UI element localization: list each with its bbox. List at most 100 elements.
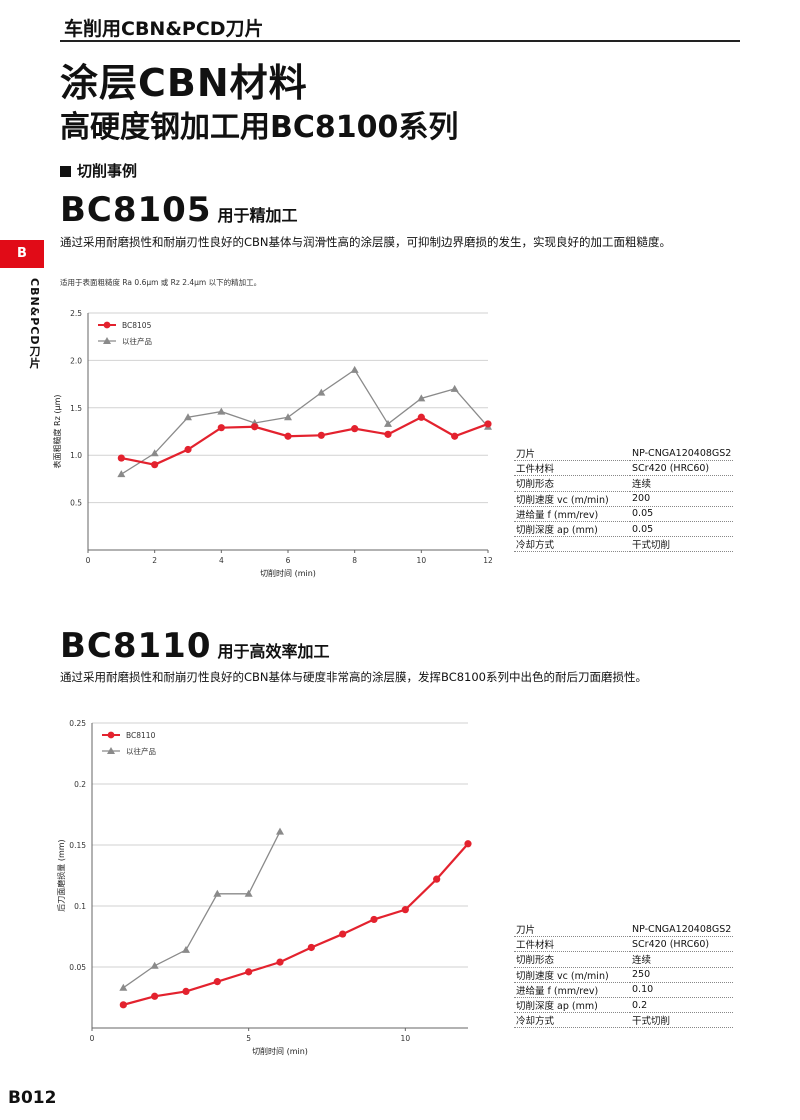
page-title: 涂层CBN材料: [60, 61, 308, 105]
spec-key: 切削深度 ap (mm): [514, 521, 630, 538]
spec-key: 进给量 f (mm/rev): [514, 506, 630, 522]
data-point: [182, 945, 190, 953]
data-point: [317, 388, 326, 396]
y-tick-label: 0.15: [69, 841, 86, 850]
data-point: [350, 365, 359, 373]
grade-subtitle: 用于高效率加工: [217, 642, 330, 661]
data-point: [276, 958, 284, 966]
grade-note: 适用于表面粗糙度 Ra 0.6μm 或 Rz 2.4μm 以下的精加工。: [60, 278, 262, 287]
x-tick-label: 5: [246, 1034, 251, 1043]
spec-key: 工件材料: [514, 936, 630, 953]
data-point: [184, 445, 192, 454]
header-category: 车削用CBN&PCD刀片: [64, 18, 264, 40]
spec-key: 切削速度 vc (m/min): [514, 491, 630, 507]
data-point: [276, 827, 284, 835]
data-point: [213, 978, 221, 986]
x-axis-label: 切削时间 (min): [260, 568, 316, 578]
spec-row: 工件材料 SCr420 (HRC60): [514, 460, 734, 477]
spec-row: 切削速度 vc (m/min) 250: [514, 967, 734, 983]
spec-key: 冷却方式: [514, 536, 630, 553]
x-tick-label: 4: [219, 556, 224, 565]
data-point: [150, 961, 159, 969]
side-tab: B: [0, 240, 44, 268]
x-tick-label: 0: [86, 556, 91, 565]
spec-row: 刀片 NP-CNGA120408GS2: [514, 922, 734, 938]
y-tick-label: 0.05: [69, 963, 86, 972]
spec-key: 切削速度 vc (m/min): [514, 967, 630, 983]
spec-key: 刀片: [514, 446, 630, 462]
grade-bc8105-heading: BC8105 用于精加工: [60, 190, 298, 230]
data-point: [150, 449, 159, 457]
data-point: [450, 384, 459, 392]
spec-row: 冷却方式 干式切削: [514, 1012, 734, 1029]
x-tick-label: 0: [90, 1034, 95, 1043]
x-axis-label: 切削时间 (min): [252, 1046, 308, 1056]
spec-row: 切削深度 ap (mm) 0.2: [514, 997, 734, 1014]
legend-marker: [103, 321, 111, 329]
spec-value: NP-CNGA120408GS2: [630, 446, 734, 462]
spec-value: NP-CNGA120408GS2: [630, 922, 734, 938]
flank-wear-chart: 0.05 0.1 0.15 0.2 0.25 0 5 10 切削时间 (min) 后刀面磨损量 (…: [56, 719, 472, 1056]
data-point: [284, 413, 292, 421]
spec-key: 冷却方式: [514, 1012, 630, 1029]
spec-value: 200: [630, 491, 734, 507]
data-point: [151, 992, 159, 1000]
cutting-conditions-table-1: 刀片 NP-CNGA120408GS2 工件材料 SCr420 (HRC60) 切削形态…: [514, 446, 734, 553]
series-line-previous: [122, 831, 281, 989]
y-tick-label: 0.5: [70, 499, 82, 508]
spec-row: 冷却方式 干式切削: [514, 536, 734, 553]
spec-key: 切削形态: [514, 475, 630, 492]
data-point: [484, 420, 492, 428]
page-subtitle: 高硬度钢加工用BC8100系列: [60, 110, 459, 145]
spec-value: 连续: [630, 475, 734, 492]
spec-value: 干式切削: [630, 536, 734, 553]
x-tick-label: 10: [417, 556, 427, 565]
spec-value: 0.05: [630, 521, 734, 538]
data-point: [217, 424, 225, 432]
spec-row: 切削形态 连续: [514, 475, 734, 492]
spec-row: 切削速度 vc (m/min) 200: [514, 491, 734, 507]
section-label-text: 切削事例: [77, 162, 138, 180]
legend-label: BC8105: [122, 321, 152, 330]
data-point: [119, 983, 128, 991]
spec-row: 进给量 f (mm/rev) 0.10: [514, 982, 734, 998]
spec-value: SCr420 (HRC60): [630, 936, 734, 953]
spec-key: 切削深度 ap (mm): [514, 997, 630, 1014]
spec-value: 0.10: [630, 982, 734, 998]
grade-name: BC8105: [60, 190, 212, 230]
data-point: [317, 431, 325, 439]
data-point: [417, 413, 425, 421]
spec-row: 切削形态 连续: [514, 951, 734, 968]
data-point: [384, 430, 392, 438]
data-point: [213, 889, 222, 897]
spec-key: 切削形态: [514, 951, 630, 968]
legend-marker: [103, 337, 111, 344]
spec-value: 干式切削: [630, 1012, 734, 1029]
spec-key: 工件材料: [514, 460, 630, 477]
grade-subtitle: 用于精加工: [217, 206, 298, 225]
grade-bc8110-heading: BC8110 用于高效率加工: [60, 626, 330, 666]
spec-value: 0.05: [630, 506, 734, 522]
y-tick-label: 1.0: [70, 451, 82, 460]
data-point: [117, 454, 125, 462]
data-point: [217, 407, 226, 415]
spec-value: 连续: [630, 951, 734, 968]
data-point: [451, 432, 459, 440]
roughness-chart: 0.5 1.0 1.5 2.0 2.5 0 2 4 6 8 10 12 切削时间 (min) 表面粗糙度 …: [52, 309, 493, 578]
x-tick-label: 10: [401, 1034, 411, 1043]
spec-row: 切削深度 ap (mm) 0.05: [514, 521, 734, 538]
y-tick-label: 1.5: [70, 404, 82, 413]
data-point: [245, 968, 253, 976]
data-point: [284, 432, 292, 440]
data-point: [384, 419, 392, 427]
y-tick-label: 2.0: [70, 356, 82, 365]
data-point: [117, 470, 126, 478]
x-tick-label: 12: [483, 556, 493, 565]
grade-description: 通过采用耐磨损性和耐崩刃性良好的CBN基体与硬度非常高的涂层膜，发挥BC8100…: [60, 670, 647, 684]
data-point: [464, 840, 472, 848]
data-point: [339, 930, 347, 938]
data-point: [370, 915, 378, 924]
spec-key: 刀片: [514, 922, 630, 938]
series-line-primary: [121, 416, 489, 466]
cutting-conditions-table-2: 刀片 NP-CNGA120408GS2 工件材料 SCr420 (HRC60) 切削形态…: [514, 922, 734, 1029]
